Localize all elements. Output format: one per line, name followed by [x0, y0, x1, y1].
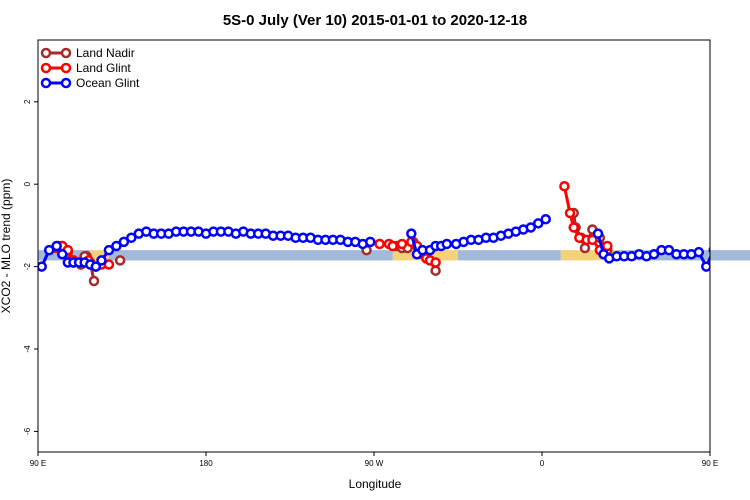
data-point — [103, 244, 115, 256]
chart-title: 5S-0 July (Ver 10) 2015-01-01 to 2020-12… — [223, 12, 527, 29]
legend-item: Land Nadir — [40, 46, 135, 60]
data-point — [88, 275, 100, 287]
data-point — [648, 248, 660, 260]
data-point — [374, 238, 385, 250]
legend-marker — [40, 77, 52, 89]
y-axis: 2 0 -2 -4 -6 — [23, 99, 38, 435]
series-ocean-glint — [38, 213, 725, 272]
series-line — [596, 233, 710, 269]
data-point — [103, 259, 115, 270]
legend-label: Land Glint — [76, 61, 131, 75]
legend-item: Land Glint — [40, 61, 131, 75]
data-point — [602, 240, 613, 252]
reference-band-segment — [108, 250, 393, 261]
data-point — [38, 261, 47, 272]
data-point — [387, 240, 398, 252]
data-point — [57, 248, 68, 260]
data-point — [701, 261, 710, 272]
data-point — [587, 234, 598, 246]
y-tick-label: -6 — [23, 427, 32, 435]
data-point — [525, 222, 537, 233]
legend-item: Ocean Glint — [40, 76, 140, 90]
data-point — [568, 222, 579, 233]
reference-band-segment — [458, 250, 561, 261]
data-point — [126, 232, 137, 244]
x-tick-label: 180 — [199, 459, 213, 468]
land-shading-segment — [90, 250, 109, 261]
x-tick-label: 90 E — [30, 459, 46, 468]
data-point — [740, 240, 748, 248]
data-point — [441, 238, 453, 250]
y-axis-label: XCO2 - MLO trend (ppm) — [0, 179, 13, 314]
data-point — [663, 244, 675, 256]
legend-marker — [40, 62, 52, 74]
data-point — [430, 257, 441, 268]
data-point — [592, 228, 604, 239]
data-point — [717, 242, 725, 250]
land-shading-segment — [560, 250, 617, 261]
y-tick-label: 2 — [23, 99, 32, 104]
series-layer — [38, 181, 748, 287]
x-axis-label: Longitude — [349, 477, 402, 491]
x-tick-label: 0 — [540, 459, 545, 468]
data-point — [114, 255, 126, 266]
legend-label: Land Nadir — [76, 46, 135, 60]
data-point — [111, 240, 122, 252]
y-tick-label: 0 — [23, 181, 32, 186]
legend-marker — [60, 47, 72, 59]
data-point — [540, 213, 551, 225]
data-point — [396, 238, 408, 250]
data-point — [90, 261, 102, 272]
data-point — [693, 246, 705, 258]
legend-label: Ocean Glint — [76, 76, 140, 90]
data-point — [579, 242, 591, 254]
data-point — [406, 228, 417, 239]
x-tick-label: 90 W — [365, 459, 384, 468]
data-point — [533, 218, 544, 229]
legend-marker — [60, 62, 72, 74]
data-point — [564, 207, 576, 219]
y-tick-label: -2 — [23, 262, 32, 270]
x-axis: 90 E 180 90 W 0 90 E — [30, 452, 718, 468]
data-point — [430, 265, 441, 276]
legend-marker — [60, 77, 72, 89]
data-point — [43, 244, 55, 256]
data-point — [96, 255, 107, 266]
data-point — [559, 181, 570, 192]
x-tick-label: 90 E — [702, 459, 718, 468]
data-point — [365, 236, 376, 248]
data-point — [51, 240, 62, 252]
data-point — [118, 236, 130, 248]
legend-marker — [40, 47, 52, 59]
y-tick-label: -4 — [23, 345, 32, 353]
